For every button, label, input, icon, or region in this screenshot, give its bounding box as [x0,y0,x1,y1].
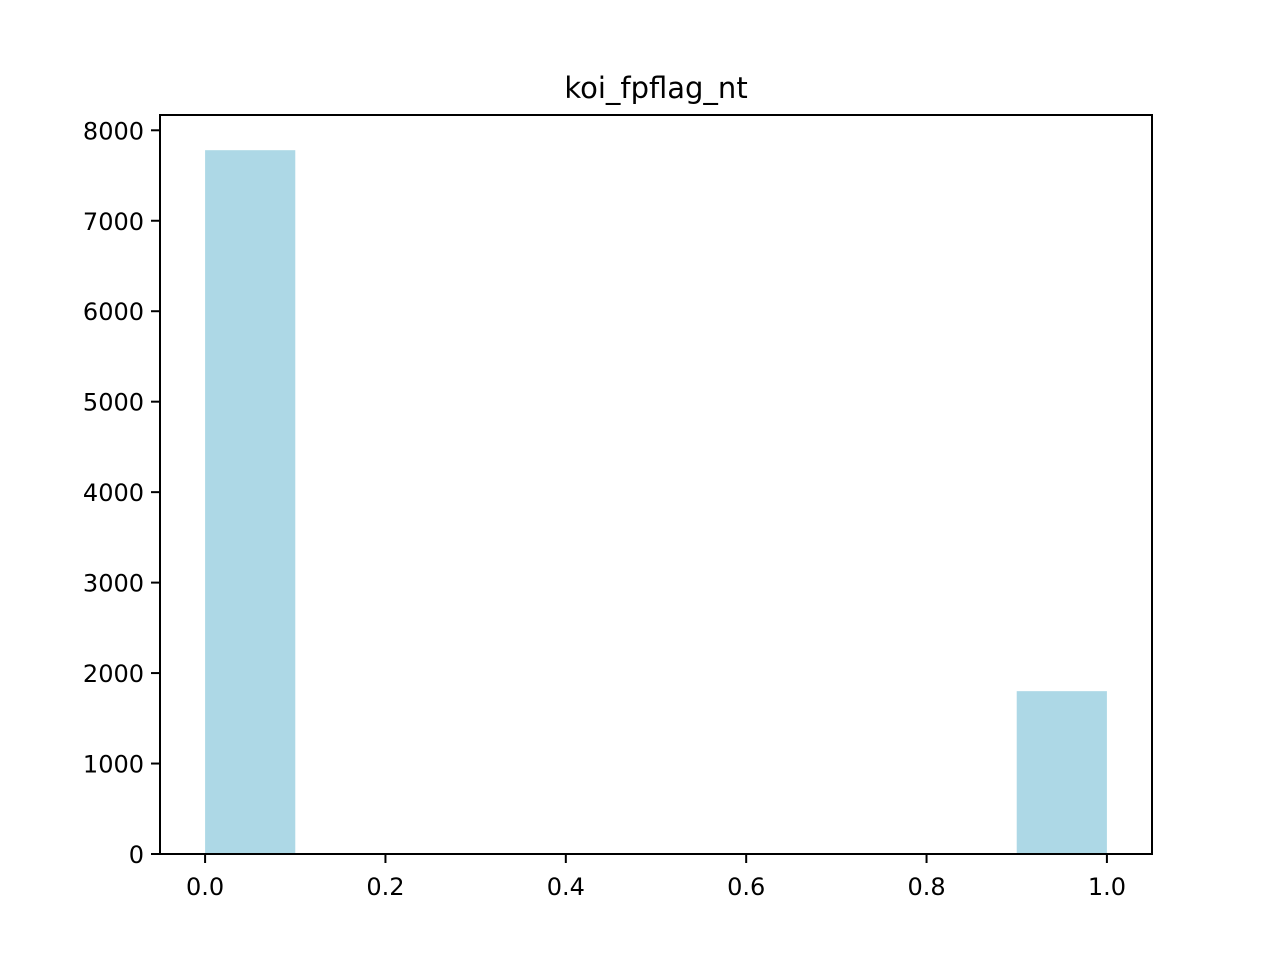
x-tick-label-0: 0.0 [186,873,224,901]
x-axis-ticks: 0.0 0.2 0.4 0.6 0.8 1.0 [186,854,1126,901]
x-tick-label-1: 0.2 [366,873,404,901]
y-tick-label-0: 0 [129,841,144,869]
x-tick-label-4: 0.8 [907,873,945,901]
y-tick-label-7: 7000 [83,208,144,236]
x-tick-label-3: 0.6 [727,873,765,901]
plot-area-frame [159,114,1153,855]
y-tick-label-8: 8000 [83,117,144,145]
y-tick-label-5: 5000 [83,389,144,417]
y-tick-label-6: 6000 [83,298,144,326]
x-tick-label-2: 0.4 [547,873,585,901]
y-tick-label-1: 1000 [83,751,144,779]
y-tick-label-3: 3000 [83,570,144,598]
y-axis-ticks: 0 1000 2000 3000 4000 5000 6000 7000 8000 [83,117,160,869]
x-tick-label-5: 1.0 [1088,873,1126,901]
bars-layer [205,150,1107,854]
histogram-bar-0 [205,150,296,854]
chart-title: koi_fpflag_nt [564,71,747,105]
y-tick-label-4: 4000 [83,479,144,507]
histogram-bar-9 [1016,691,1107,854]
y-tick-label-2: 2000 [83,660,144,688]
